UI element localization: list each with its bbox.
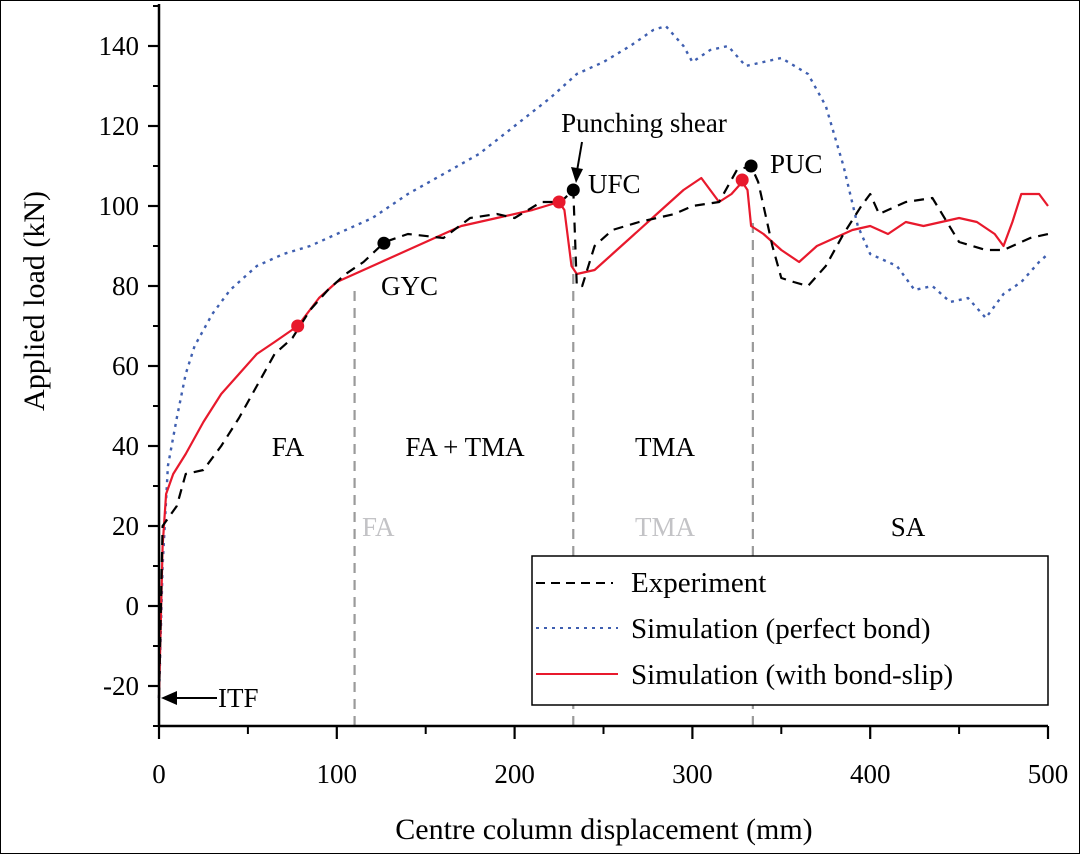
x-tick-label: 400: [850, 759, 891, 789]
legend-label-experiment: Experiment: [631, 567, 766, 599]
x-tick-label: 100: [317, 759, 358, 789]
x-tick-label: 300: [672, 759, 713, 789]
y-tick-label: 20: [112, 511, 139, 541]
x-tick-label: 500: [1028, 759, 1069, 789]
region-label-fa-tma: FA + TMA: [405, 432, 525, 462]
marker-puc: [744, 159, 758, 173]
marker-simulation-with-bond-slip: [735, 173, 749, 187]
region-label-sa: SA: [891, 512, 926, 542]
punching-shear-arrow: [571, 141, 583, 183]
region-label-fa-sim: FA: [362, 512, 395, 542]
y-tick-label: 120: [99, 111, 140, 141]
marker-simulation-with-bond-slip: [291, 319, 305, 333]
series-simulation-perfect-bond: [157, 24, 1049, 699]
y-tick-label: 0: [126, 591, 140, 621]
marker-ufc: [566, 183, 580, 197]
marker-gyc: [377, 236, 391, 250]
y-tick-label: 40: [112, 431, 139, 461]
y-tick-label: 60: [112, 351, 139, 381]
x-axis-title: Centre column displacement (mm): [395, 813, 812, 846]
x-ticks: 0 100 200 300 400 500: [152, 726, 1068, 789]
y-tick-label: -20: [103, 671, 139, 701]
y-tick-label: 80: [112, 271, 139, 301]
region-label-tma: TMA: [635, 432, 696, 462]
region-label-fa: FA: [272, 432, 305, 462]
legend: Experiment Simulation (perfect bond) Sim…: [531, 555, 1049, 706]
marker-layer: [291, 159, 758, 333]
axes: -20 0 20 40 60 80 100 120 140 0 100 200 300 400 500: [99, 4, 1068, 789]
series-layer: [157, 24, 1049, 699]
legend-box: [531, 555, 1049, 706]
y-tick-label: 140: [99, 31, 140, 61]
itf-label: ITF: [218, 683, 259, 713]
puc-label: PUC: [770, 149, 823, 179]
y-tick-label: 100: [99, 191, 140, 221]
punching-shear-label: Punching shear: [561, 108, 727, 138]
itf-arrow: [161, 691, 217, 705]
gyc-label: GYC: [381, 271, 438, 301]
ufc-label: UFC: [588, 169, 641, 199]
region-label-tma-sim: TMA: [635, 512, 696, 542]
x-tick-label: 0: [152, 759, 166, 789]
series-experiment: [157, 164, 1049, 699]
stage-boundaries: [353, 222, 754, 726]
y-axis-title: Applied load (kN): [18, 191, 51, 411]
x-tick-label: 200: [494, 759, 535, 789]
series-simulation-with-bond-slip: [157, 176, 1049, 699]
y-ticks: -20 0 20 40 60 80 100 120 140: [99, 5, 159, 727]
legend-label-perfect-bond: Simulation (perfect bond): [631, 613, 931, 645]
marker-simulation-with-bond-slip: [552, 195, 566, 209]
legend-label-bond-slip: Simulation (with bond-slip): [631, 659, 953, 691]
